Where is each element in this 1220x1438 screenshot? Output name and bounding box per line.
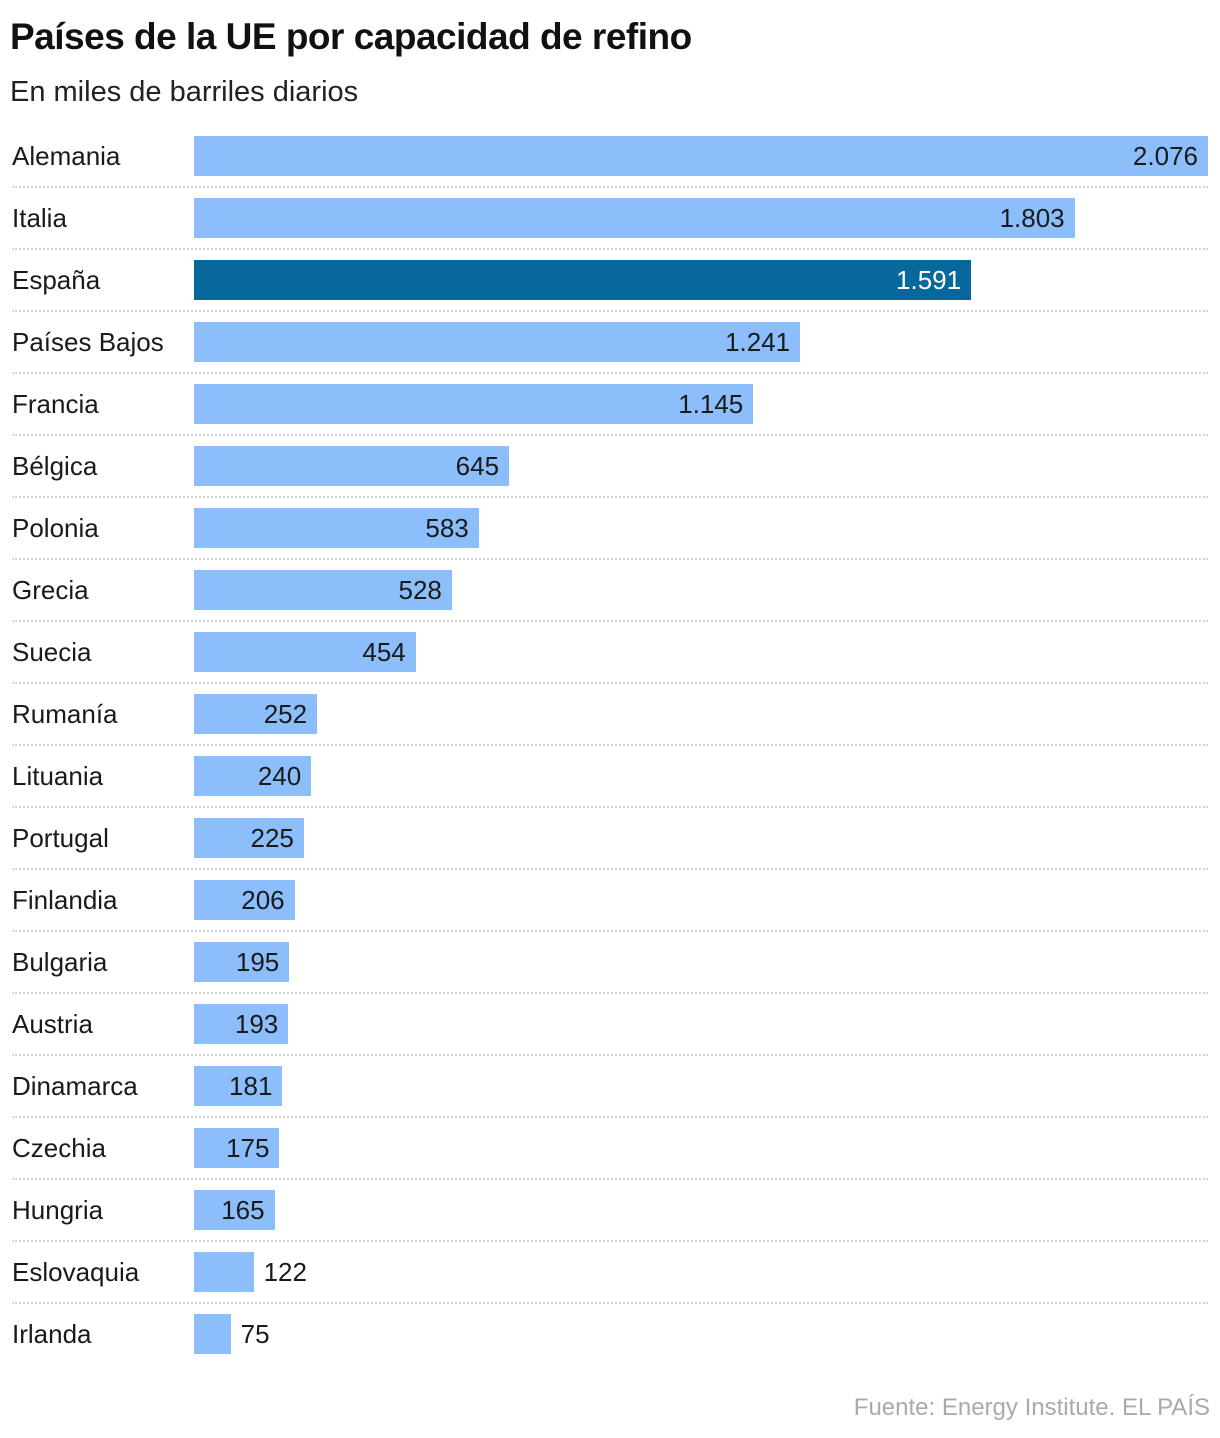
- source-note: Fuente: Energy Institute. EL PAÍS: [853, 1394, 1210, 1421]
- value-label: 181: [229, 1071, 273, 1101]
- value-label: 645: [455, 451, 500, 481]
- row-divider: [12, 186, 1208, 188]
- category-label: Czechia: [12, 1133, 106, 1163]
- row-divider: [12, 682, 1208, 684]
- category-label: Finlandia: [12, 885, 118, 915]
- category-label: Suecia: [12, 637, 92, 667]
- value-label: 240: [257, 761, 302, 791]
- bar: [194, 1066, 283, 1106]
- bar: [194, 1314, 231, 1354]
- category-label: Bulgaria: [12, 947, 108, 977]
- value-label: 1.145: [678, 389, 744, 419]
- chart-title: Países de la UE por capacidad de refino: [10, 16, 692, 57]
- bar: [194, 384, 754, 424]
- chart-subtitle: En miles de barriles diarios: [10, 76, 359, 108]
- value-label: 75: [240, 1319, 270, 1349]
- category-label: Dinamarca: [12, 1071, 138, 1101]
- bar: [194, 322, 801, 362]
- row-divider: [12, 372, 1208, 374]
- value-label: 1.591: [896, 265, 962, 295]
- bar: [194, 942, 290, 982]
- category-label: Italia: [12, 203, 67, 233]
- bar: [194, 136, 1208, 176]
- bar: [194, 260, 972, 300]
- value-label: 1.241: [725, 327, 791, 357]
- row-divider: [12, 930, 1208, 932]
- category-label: Hungria: [12, 1195, 104, 1225]
- row-divider: [12, 1116, 1208, 1118]
- value-label: 193: [234, 1009, 279, 1039]
- category-label: España: [12, 265, 101, 295]
- value-label: 175: [226, 1133, 270, 1163]
- value-label: 165: [221, 1195, 265, 1225]
- row-divider: [12, 620, 1208, 622]
- bar: [194, 1190, 275, 1230]
- category-label: Portugal: [12, 823, 109, 853]
- row-divider: [12, 868, 1208, 870]
- category-label: Lituania: [12, 761, 104, 791]
- category-label: Polonia: [12, 513, 99, 543]
- row-divider: [12, 248, 1208, 250]
- category-label: Rumanía: [12, 699, 118, 729]
- bar: [194, 198, 1075, 238]
- value-label: 206: [241, 885, 285, 915]
- category-label: Francia: [12, 389, 99, 419]
- row-divider: [12, 1302, 1208, 1304]
- bar: [194, 880, 295, 920]
- row-divider: [12, 744, 1208, 746]
- row-divider: [12, 558, 1208, 560]
- bar: [194, 446, 510, 486]
- value-label: 454: [362, 637, 406, 667]
- value-label: 583: [425, 513, 469, 543]
- category-label: Eslovaquia: [12, 1257, 140, 1287]
- row-divider: [12, 992, 1208, 994]
- row-divider: [12, 434, 1208, 436]
- category-label: Irlanda: [12, 1319, 92, 1349]
- row-divider: [12, 1178, 1208, 1180]
- row-divider: [12, 806, 1208, 808]
- category-label: Grecia: [12, 575, 89, 605]
- bar: [194, 508, 479, 548]
- bar: [194, 632, 416, 672]
- bar: [194, 1004, 289, 1044]
- bar: [194, 818, 304, 858]
- value-label: 528: [398, 575, 442, 605]
- row-divider: [12, 1054, 1208, 1056]
- bar: [194, 570, 452, 610]
- row-divider: [12, 310, 1208, 312]
- bar: [194, 694, 318, 734]
- bar: [194, 1252, 254, 1292]
- row-divider: [12, 496, 1208, 498]
- bar: [194, 756, 312, 796]
- category-label: Países Bajos: [12, 327, 164, 357]
- row-divider: [12, 1240, 1208, 1242]
- value-label: 2.076: [1132, 141, 1198, 171]
- value-label: 1.803: [999, 203, 1065, 233]
- category-label: Bélgica: [12, 451, 98, 481]
- value-label: 225: [250, 823, 294, 853]
- category-label: Alemania: [12, 141, 121, 171]
- bar: [194, 1128, 280, 1168]
- category-label: Austria: [12, 1009, 93, 1039]
- value-label: 252: [263, 699, 308, 729]
- value-label: 195: [235, 947, 280, 977]
- value-label: 122: [263, 1257, 307, 1287]
